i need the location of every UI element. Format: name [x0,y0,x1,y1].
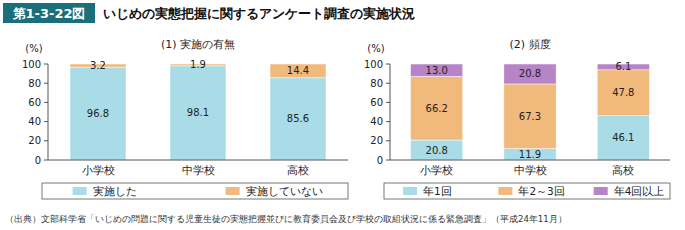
header-label-box [3,3,95,23]
data-label: 98.1 [187,107,209,118]
bar-segment [70,67,126,160]
legend-swatch [73,187,87,195]
legend-swatch [403,187,417,195]
y-label: (%) [367,43,384,54]
bars [411,64,650,160]
bar-segment [597,116,649,160]
bar-segment [411,140,463,160]
data-label: 20.8 [519,68,541,79]
y-tick [386,102,390,103]
y-tick-label: 0 [377,155,383,166]
y-tick [386,160,390,161]
legend-swatch [594,187,608,195]
y-tick [44,140,48,141]
bar-segment [504,84,556,149]
legend-label: 年2～3回 [518,185,564,197]
y-tick [44,121,48,122]
chart-title: (2) 頻度 [509,38,550,51]
y-tick [386,121,390,122]
data-label: 20.8 [426,145,448,156]
data-label: 66.2 [426,103,448,114]
x-axis [390,160,670,161]
bar-segment [597,70,649,116]
legend-label: 年4回以上 [614,185,665,197]
y-tick [44,64,48,65]
y-tick [44,102,48,103]
data-label: 46.1 [612,132,634,143]
data-label: 67.3 [519,111,541,122]
y-tick [386,83,390,84]
y-label: (%) [25,43,42,54]
y-tick [386,64,390,65]
bar-segment [504,64,556,84]
data-label: 47.8 [612,87,634,98]
legend-frame [384,183,670,199]
legend-swatch [226,187,240,195]
header-title: いじめの実態把握に関するアンケート調査の実施状況 [103,6,415,21]
legend: 実施した 実施していない [42,183,348,199]
data-label: 14.4 [287,65,309,76]
y-tick-label: 60 [370,97,383,108]
y-tick-label: 20 [28,135,41,146]
legend: 年1回 年2～3回 年4回以上 [384,183,670,199]
y-axis [48,64,49,160]
y-tick-label: 80 [28,78,41,89]
y-tick-label: 0 [35,155,41,166]
y-tick [44,83,48,84]
y-tick [386,140,390,141]
legend-label: 年1回 [423,185,452,197]
y-tick-label: 100 [364,59,383,70]
chart: (1) 実施の有無 (%) 0 20 40 60 80 100 96.8 3.2 98.1 1.9 85… [22,38,348,199]
x-tick-label: 小学校 [82,164,115,177]
legend-label: 実施した [93,185,137,197]
data-labels: 20.8 66.2 13.0 11.9 67.3 20.8 46.1 47.8 6.1 [426,61,635,159]
x-tick-label: 中学校 [182,164,215,177]
bars [70,64,326,160]
x-axis [48,160,348,161]
x-tick-label: 高校 [287,164,309,177]
chart: (2) 頻度 (%) 0 20 40 60 80 100 20.8 66.2 13.0 11.9 67.… [364,38,670,199]
y-axis [390,64,391,160]
chart-title: (1) 実施の有無 [161,38,235,51]
y-tick [44,160,48,161]
data-label: 13.0 [426,65,448,76]
y-tick-label: 60 [28,97,41,108]
data-label: 1.9 [190,59,206,70]
legend-label: 実施していない [246,185,323,197]
figure: 第1-3-22図 いじめの実態把握に関するアンケート調査の実施状況 (1) 実施の有… [0,0,685,230]
x-tick-label: 中学校 [514,164,547,177]
x-tick-label: 高校 [612,164,634,177]
x-tick-label: 小学校 [420,164,453,177]
bar-segment [270,64,326,78]
y-tick-label: 80 [370,78,383,89]
data-label: 6.1 [615,61,631,72]
y-tick-label: 40 [370,116,383,127]
bar-segment [170,66,226,160]
legend-swatch [498,187,512,195]
data-label: 85.6 [287,113,309,124]
y-tick-label: 100 [22,59,41,70]
bar-segment [270,78,326,160]
y-tick-label: 40 [28,116,41,127]
bar-segment [411,76,463,140]
data-label: 96.8 [87,108,109,119]
data-label: 3.2 [90,60,106,71]
source: （出典）文部科学省「いじめの問題に関する児童生徒の実態把握並びに教育委員会及び学… [5,214,567,224]
data-labels: 96.8 3.2 98.1 1.9 85.6 14.4 [87,59,309,124]
bar-segment [504,149,556,160]
legend-frame [42,183,348,199]
bar-segment [411,64,463,76]
data-label: 11.9 [519,149,541,160]
y-tick-label: 20 [370,135,383,146]
header-label: 第1-3-22図 [12,6,86,21]
